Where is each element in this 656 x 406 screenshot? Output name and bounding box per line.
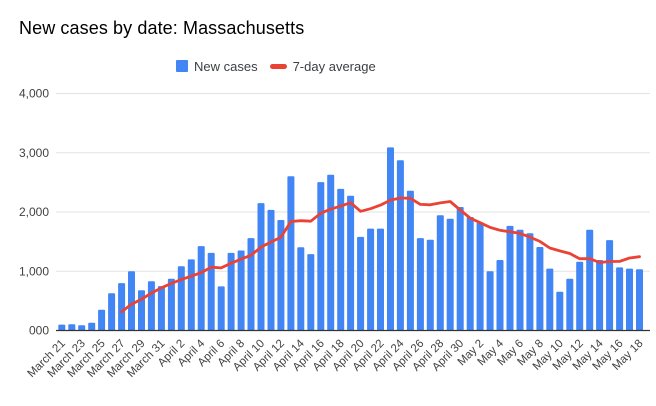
- bar[interactable]: [128, 271, 135, 331]
- bar[interactable]: [317, 182, 325, 331]
- bar[interactable]: [426, 239, 434, 331]
- y-tick-label: 1,000: [19, 264, 49, 278]
- bar[interactable]: [267, 209, 275, 331]
- bar[interactable]: [78, 325, 86, 331]
- bar[interactable]: [636, 269, 643, 331]
- bar[interactable]: [217, 286, 225, 331]
- bar[interactable]: [446, 218, 454, 331]
- bar[interactable]: [98, 309, 106, 331]
- bar[interactable]: [207, 252, 215, 331]
- bar[interactable]: [556, 291, 564, 331]
- y-tick-label: 3,000: [19, 146, 49, 160]
- new-cases-swatch-icon: [176, 60, 188, 72]
- bar[interactable]: [177, 266, 185, 331]
- average-line[interactable]: [120, 196, 641, 314]
- bar[interactable]: [496, 260, 504, 331]
- bar[interactable]: [277, 220, 285, 331]
- bar[interactable]: [167, 278, 175, 331]
- bar[interactable]: [516, 229, 524, 331]
- bar[interactable]: [118, 283, 126, 331]
- bar[interactable]: [307, 254, 315, 331]
- bar[interactable]: [576, 261, 584, 331]
- bar[interactable]: [257, 203, 265, 331]
- bar[interactable]: [58, 324, 66, 331]
- bar[interactable]: [456, 207, 464, 331]
- bar[interactable]: [436, 215, 444, 331]
- bar[interactable]: [287, 176, 295, 331]
- bar[interactable]: [506, 225, 514, 331]
- bar[interactable]: [416, 238, 424, 331]
- bar[interactable]: [247, 238, 255, 331]
- bar[interactable]: [68, 324, 76, 331]
- bar[interactable]: [187, 259, 195, 331]
- bar[interactable]: [536, 247, 544, 331]
- chart-title: New cases by date: Massachusetts: [19, 18, 305, 38]
- bar[interactable]: [157, 286, 165, 331]
- y-tick-label: 2,000: [19, 205, 49, 219]
- bar[interactable]: [327, 174, 335, 331]
- bar[interactable]: [546, 268, 554, 331]
- bar[interactable]: [396, 160, 404, 331]
- bar[interactable]: [357, 236, 365, 331]
- bar[interactable]: [88, 322, 96, 331]
- bar[interactable]: [227, 252, 235, 331]
- bar[interactable]: [626, 268, 633, 331]
- bar[interactable]: [377, 228, 384, 331]
- legend-item-new-cases[interactable]: New cases: [176, 59, 258, 74]
- bar[interactable]: [616, 267, 624, 331]
- bar[interactable]: [526, 233, 534, 331]
- bar[interactable]: [596, 260, 604, 331]
- bar[interactable]: [337, 188, 345, 331]
- average-line-swatch-icon: [269, 63, 287, 69]
- bar[interactable]: [147, 281, 155, 331]
- bar[interactable]: [566, 278, 574, 331]
- bar[interactable]: [586, 229, 594, 331]
- legend-label-new-cases: New cases: [194, 58, 258, 74]
- bar[interactable]: [108, 293, 116, 331]
- y-tick-label: 4,000: [19, 87, 49, 101]
- chart-legend: New cases 7-day average: [176, 58, 376, 74]
- legend-label-7day-average: 7-day average: [292, 58, 376, 74]
- bar[interactable]: [297, 247, 305, 331]
- bar[interactable]: [347, 195, 355, 331]
- bar[interactable]: [466, 217, 474, 331]
- y-tick-label: 000: [29, 324, 49, 338]
- bar[interactable]: [486, 271, 494, 331]
- bar[interactable]: [387, 147, 394, 331]
- bar[interactable]: [197, 246, 205, 331]
- bar[interactable]: [606, 240, 614, 331]
- legend-item-7day-average[interactable]: 7-day average: [269, 58, 376, 74]
- bar[interactable]: [367, 228, 375, 331]
- bar[interactable]: [476, 222, 484, 331]
- bar[interactable]: [237, 250, 245, 331]
- bar[interactable]: [406, 190, 414, 331]
